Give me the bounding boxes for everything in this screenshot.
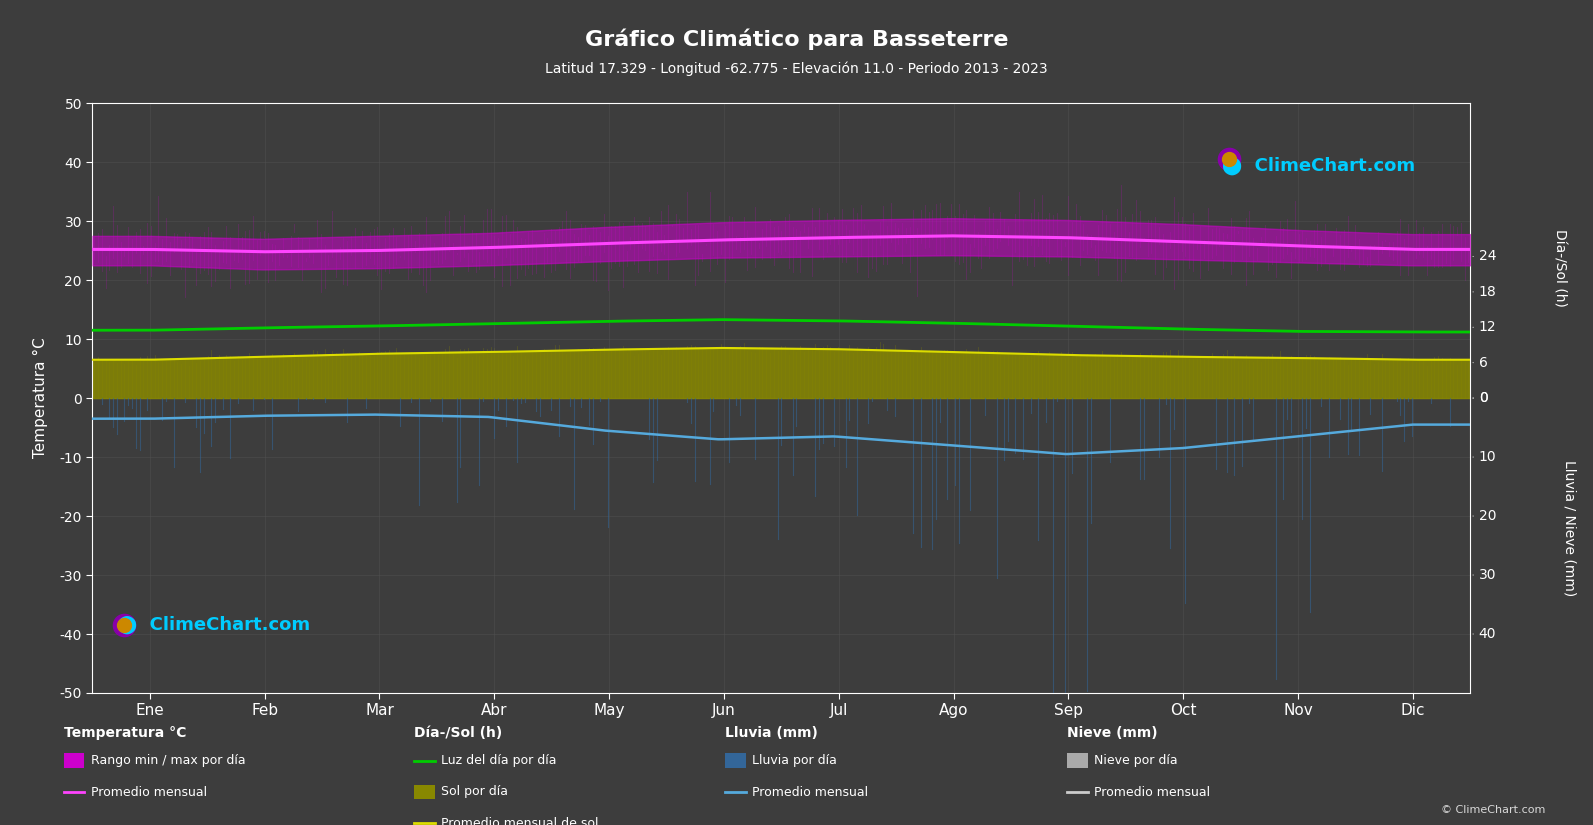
Text: Promedio mensual de sol: Promedio mensual de sol [441,817,599,825]
Text: Lluvia por día: Lluvia por día [752,754,836,767]
Text: Día-/Sol (h): Día-/Sol (h) [414,726,502,740]
Text: Latitud 17.329 - Longitud -62.775 - Elevación 11.0 - Periodo 2013 - 2023: Latitud 17.329 - Longitud -62.775 - Elev… [545,62,1048,77]
Text: Promedio mensual: Promedio mensual [752,785,868,799]
Text: 12: 12 [1478,320,1496,334]
Text: Nieve por día: Nieve por día [1094,754,1177,767]
Text: Rango min / max por día: Rango min / max por día [91,754,245,767]
Text: Nieve (mm): Nieve (mm) [1067,726,1158,740]
Text: 0: 0 [1478,391,1488,405]
Text: 0: 0 [1478,391,1488,405]
Text: Sol por día: Sol por día [441,785,508,799]
Text: ⬤  ClimeChart.com: ⬤ ClimeChart.com [118,615,311,634]
Y-axis label: Temperatura °C: Temperatura °C [33,337,48,459]
Text: 40: 40 [1478,627,1496,641]
Text: 24: 24 [1478,249,1496,263]
Text: Lluvia / Nieve (mm): Lluvia / Nieve (mm) [1563,460,1575,596]
Text: © ClimeChart.com: © ClimeChart.com [1440,805,1545,815]
Text: 10: 10 [1478,450,1496,464]
Text: Día-/Sol (h): Día-/Sol (h) [1553,229,1566,307]
Text: Temperatura °C: Temperatura °C [64,726,186,740]
Text: 20: 20 [1478,509,1496,523]
Text: 6: 6 [1478,356,1488,370]
Text: Promedio mensual: Promedio mensual [91,785,207,799]
Text: Lluvia (mm): Lluvia (mm) [725,726,817,740]
Text: 30: 30 [1478,568,1496,582]
Text: Luz del día por día: Luz del día por día [441,754,558,767]
Text: Promedio mensual: Promedio mensual [1094,785,1211,799]
Text: ⬤  ClimeChart.com: ⬤ ClimeChart.com [1222,156,1416,175]
Text: 18: 18 [1478,285,1496,299]
Text: Gráfico Climático para Basseterre: Gráfico Climático para Basseterre [585,29,1008,50]
